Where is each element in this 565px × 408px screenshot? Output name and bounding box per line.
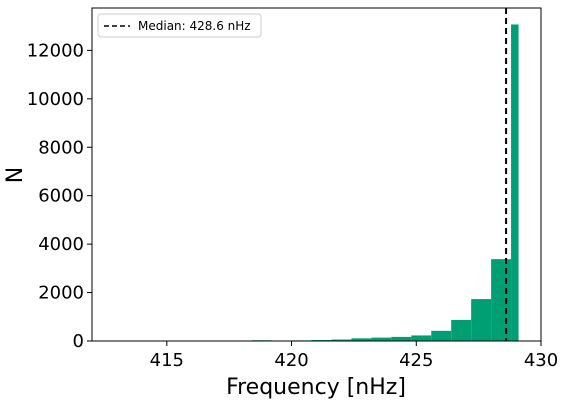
- histogram-bar: [411, 335, 432, 341]
- y-tick-label: 12000: [27, 40, 84, 61]
- x-tick-label: 420: [274, 350, 308, 371]
- plot-background: [92, 8, 541, 341]
- histogram-bar: [451, 319, 472, 341]
- y-tick-label: 2000: [38, 283, 84, 304]
- histogram-bar: [331, 339, 352, 341]
- histogram-bar: [431, 330, 452, 341]
- histogram-bar: [471, 299, 492, 341]
- bars-group: [251, 24, 519, 342]
- legend-median-label: Median: 428.6 nHz: [138, 19, 251, 33]
- histogram-bar: [511, 24, 519, 342]
- y-tick-label: 4000: [38, 234, 84, 255]
- y-axis-label: N: [3, 167, 28, 183]
- x-tick-label: 425: [399, 350, 433, 371]
- legend: Median: 428.6 nHz: [97, 13, 262, 38]
- y-tick-label: 10000: [27, 89, 84, 110]
- legend-box: [97, 13, 262, 38]
- y-ticks: 0 2000 4000 6000 8000 10000 12000: [27, 40, 92, 352]
- x-axis-label: Frequency [nHz]: [226, 375, 406, 400]
- histogram-bar: [371, 337, 392, 341]
- y-tick-label: 0: [73, 331, 84, 352]
- x-ticks: 415 420 425 430: [150, 341, 558, 371]
- x-tick-label: 415: [150, 350, 184, 371]
- histogram-bar: [351, 338, 372, 341]
- y-tick-label: 8000: [38, 137, 84, 158]
- y-tick-label: 6000: [38, 186, 84, 207]
- x-tick-label: 430: [524, 350, 558, 371]
- plot-frame: [91, 7, 542, 342]
- histogram-bar: [391, 336, 412, 341]
- histogram-bar: [491, 259, 512, 341]
